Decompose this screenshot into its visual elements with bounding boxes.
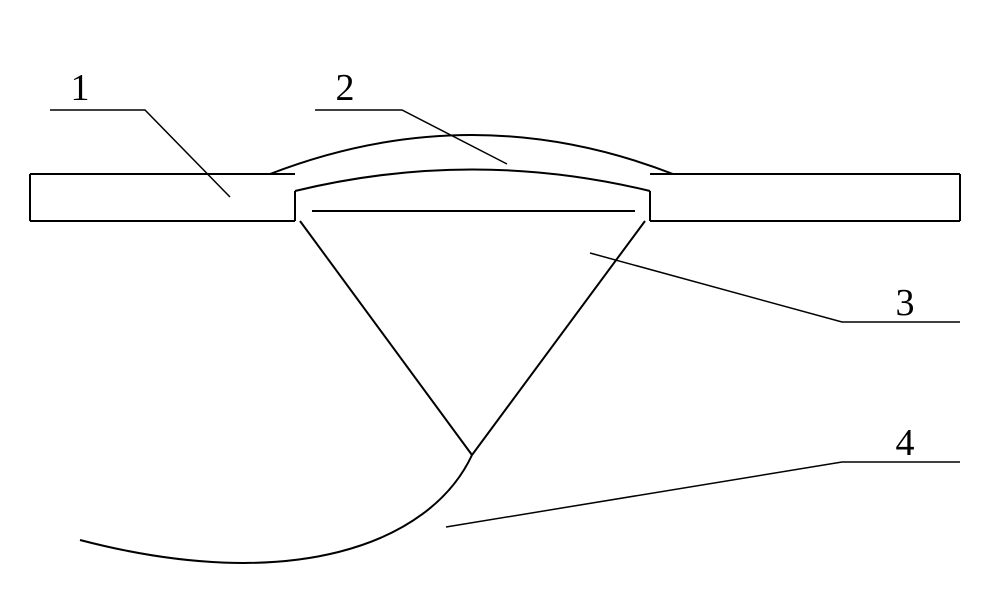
cone [300,221,645,455]
leader-3: 3 [590,253,960,324]
left-bar [30,174,295,221]
label-4: 4 [896,422,915,464]
label-3: 3 [896,282,915,324]
leader-4: 4 [446,422,960,527]
label-2: 2 [336,67,355,109]
tail-curve [80,455,472,563]
inner-lens-arc [295,170,650,192]
right-bar [650,174,960,221]
label-1: 1 [71,67,90,109]
leader-2: 2 [315,67,507,164]
leader-1: 1 [50,67,230,197]
technical-diagram: 1 2 3 4 [0,0,1000,610]
outer-dome-arc [270,135,673,174]
